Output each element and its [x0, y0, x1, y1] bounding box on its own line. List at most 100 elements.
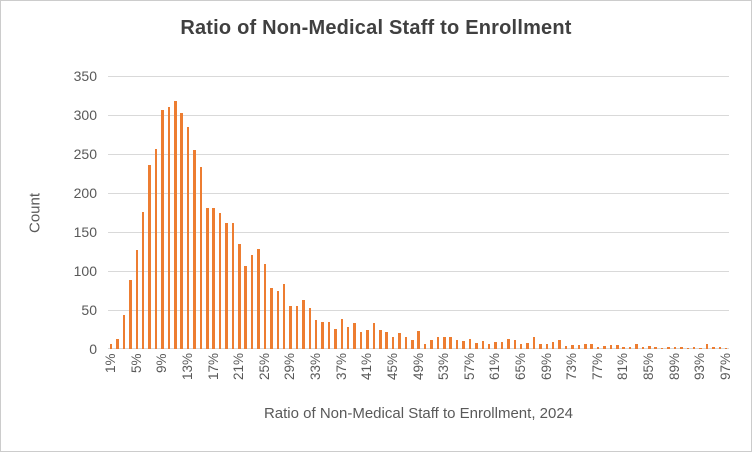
bar-86%	[654, 346, 657, 349]
bar-column	[243, 76, 249, 349]
bar-column	[563, 76, 569, 349]
bar-64%	[513, 340, 517, 349]
x-tick-label-97%: 97%	[717, 353, 733, 381]
bar-3%	[122, 315, 126, 349]
bar-column	[140, 76, 146, 349]
bar-57%	[468, 338, 472, 349]
bar-column	[281, 76, 287, 349]
bar-column	[287, 76, 293, 349]
bar-column	[172, 76, 178, 349]
bar-column	[582, 76, 588, 349]
bar-column	[704, 76, 710, 349]
bar-56%	[462, 341, 465, 349]
bar-column	[460, 76, 466, 349]
bar-column	[537, 76, 543, 349]
bar-51%	[430, 340, 433, 349]
bar-column	[211, 76, 217, 349]
bar-series	[108, 76, 729, 349]
bar-72%	[564, 345, 568, 349]
bar-column	[588, 76, 594, 349]
bar-95%	[712, 346, 715, 349]
y-tick-label-100: 100	[73, 263, 97, 279]
bar-column	[223, 76, 229, 349]
chart-title: Ratio of Non-Medical Staff to Enrollment	[180, 17, 572, 39]
bar-7%	[148, 164, 151, 349]
bar-column	[685, 76, 691, 349]
bar-column	[505, 76, 511, 349]
bar-column	[249, 76, 255, 349]
bar-1%	[109, 343, 113, 349]
bar-87%	[660, 348, 664, 349]
bar-column	[127, 76, 133, 349]
bar-82%	[628, 347, 632, 349]
bar-column	[332, 76, 338, 349]
y-tick-label-250: 250	[73, 146, 97, 162]
bar-26%	[270, 288, 273, 349]
bar-column	[390, 76, 396, 349]
bar-96%	[718, 346, 722, 349]
bar-column	[294, 76, 300, 349]
bar-23%	[250, 254, 254, 349]
bar-28%	[282, 284, 286, 349]
bar-column	[300, 76, 306, 349]
bar-46%	[398, 333, 401, 349]
x-tick-label-49%: 49%	[410, 353, 426, 381]
bar-column	[230, 76, 236, 349]
bar-39%	[353, 323, 356, 349]
bar-column	[198, 76, 204, 349]
bar-14%	[193, 150, 196, 349]
bar-20%	[231, 223, 235, 349]
bar-93%	[699, 348, 702, 349]
bar-15%	[199, 167, 203, 349]
bar-column	[556, 76, 562, 349]
bar-column	[422, 76, 428, 349]
bar-column	[236, 76, 242, 349]
x-tick-label-41%: 41%	[359, 353, 375, 381]
bar-column	[473, 76, 479, 349]
bar-91%	[686, 348, 690, 349]
bar-5%	[135, 249, 139, 349]
bar-22%	[244, 266, 247, 349]
bar-89%	[673, 346, 677, 349]
bar-78%	[603, 345, 606, 349]
bar-column	[416, 76, 422, 349]
bar-31%	[302, 299, 305, 349]
bar-94%	[705, 344, 709, 349]
bar-84%	[641, 346, 645, 349]
bar-column	[486, 76, 492, 349]
bar-88%	[667, 347, 670, 349]
x-tick-label-1%: 1%	[103, 353, 119, 373]
bar-92%	[692, 346, 696, 349]
gridline-100	[108, 271, 729, 273]
bar-60%	[487, 344, 491, 349]
x-tick-label-61%: 61%	[487, 353, 503, 381]
bar-6%	[141, 211, 145, 349]
bar-76%	[590, 344, 593, 349]
bar-column	[134, 76, 140, 349]
bar-50%	[423, 344, 427, 349]
y-tick-label-0: 0	[89, 341, 97, 357]
bar-63%	[507, 338, 510, 349]
bar-61%	[494, 341, 497, 349]
bar-column	[717, 76, 723, 349]
bar-column	[326, 76, 332, 349]
bar-column	[377, 76, 383, 349]
bar-29%	[289, 306, 292, 349]
bar-54%	[449, 337, 452, 349]
bar-column	[428, 76, 434, 349]
bar-column	[108, 76, 114, 349]
bar-column	[441, 76, 447, 349]
gridline-50	[108, 310, 729, 312]
bar-column	[255, 76, 261, 349]
gridline-200	[108, 193, 729, 195]
bar-19%	[225, 223, 228, 349]
y-axis-title: Count	[26, 192, 44, 233]
bar-column	[409, 76, 415, 349]
bar-42%	[372, 323, 376, 349]
bar-38%	[346, 327, 350, 349]
bar-column	[480, 76, 486, 349]
bar-column	[608, 76, 614, 349]
x-tick-label-45%: 45%	[384, 353, 400, 381]
bar-45%	[391, 337, 395, 349]
